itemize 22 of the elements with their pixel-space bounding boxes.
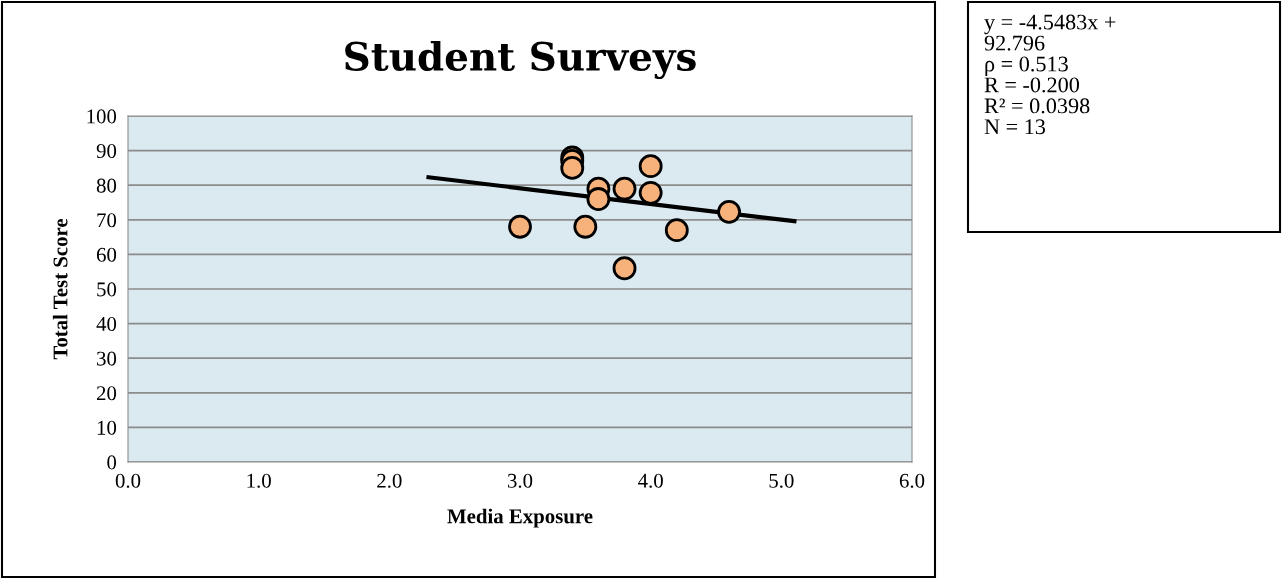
y-tick-label: 10: [97, 420, 117, 435]
y-tick-label: 30: [97, 351, 117, 366]
x-tick-label: 0.0: [115, 473, 141, 488]
y-tick-label: 60: [96, 247, 117, 262]
x-tick-label: 4.0: [638, 473, 663, 488]
y-tick-label: 80: [96, 178, 117, 193]
y-tick-label: 0: [107, 455, 117, 470]
y-tick-label: 100: [87, 109, 117, 124]
x-tick-label: 3.0: [507, 473, 533, 488]
y-axis-title: Total Test Score: [52, 218, 68, 360]
y-tick-label: 90: [96, 143, 117, 159]
y-tick-label: 70: [97, 213, 117, 228]
y-tick-label: 20: [96, 386, 117, 401]
y-tick-label: 40: [96, 316, 117, 332]
x-tick-label: 6.0: [899, 473, 925, 488]
x-tick-label: 1.0: [247, 473, 271, 488]
chart-title: Student Surveys: [345, 40, 696, 80]
x-tick-label: 2.0: [377, 473, 402, 488]
y-tick-label: 50: [97, 282, 117, 297]
x-tick-label: 5.0: [769, 473, 794, 488]
text: y = -4.5483x + 92.796 ρ = 0.513 R = -0.200 R² = 0.0398 N = 13: [984, 14, 1116, 135]
x-axis-title: Media Exposure: [447, 508, 593, 528]
